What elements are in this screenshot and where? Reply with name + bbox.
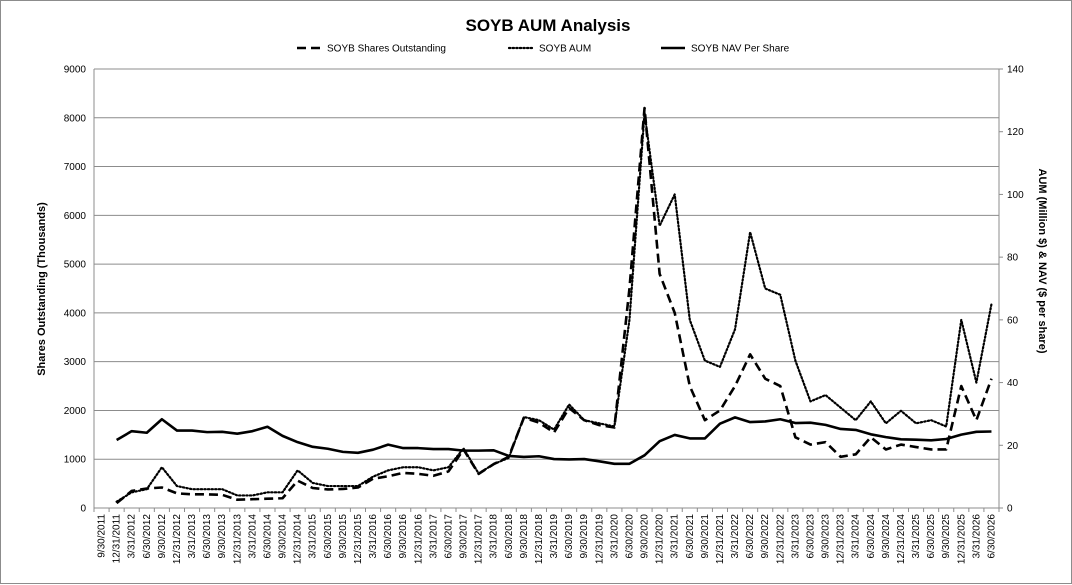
series-line-soyb-aum <box>115 111 993 503</box>
x-tick-label: 3/31/2019 <box>549 514 560 559</box>
y-right-tick-label: 40 <box>1007 378 1019 389</box>
legend-entry: SOYB NAV Per Share <box>691 44 790 55</box>
x-tick-label: 6/30/2017 <box>443 514 454 559</box>
y-right-axis-title: AUM (Million $) & NAV ($ per share) <box>1036 169 1048 354</box>
x-tick-label: 6/30/2016 <box>383 514 394 559</box>
x-tick-label: 9/30/2017 <box>459 514 470 559</box>
x-tick-label: 6/30/2025 <box>926 514 937 559</box>
x-tick-label: 12/31/2019 <box>594 514 605 564</box>
x-tick-label: 3/31/2013 <box>187 514 198 559</box>
y-right-tick-label: 100 <box>1007 190 1024 201</box>
x-tick-label: 3/31/2021 <box>670 514 681 559</box>
x-tick-label: 12/31/2017 <box>474 514 485 564</box>
x-tick-label: 9/30/2022 <box>760 514 771 559</box>
x-tick-label: 3/31/2022 <box>730 514 741 559</box>
x-tick-label: 12/31/2020 <box>655 514 666 564</box>
y-left-tick-label: 4000 <box>64 308 87 319</box>
x-tick-label: 3/31/2023 <box>790 514 801 559</box>
x-tick-label: 6/30/2018 <box>504 514 515 559</box>
legend-entry: SOYB AUM <box>539 44 591 55</box>
x-tick-label: 12/31/2011 <box>112 514 123 564</box>
legend-entry: SOYB Shares Outstanding <box>327 44 446 55</box>
x-tick-label: 9/30/2021 <box>700 514 711 559</box>
x-tick-label: 9/30/2013 <box>217 514 228 559</box>
y-right-tick-label: 120 <box>1007 127 1024 138</box>
chart-title: SOYB AUM Analysis <box>465 16 630 35</box>
x-tick-label: 3/31/2015 <box>308 514 319 559</box>
x-tick-label: 9/30/2018 <box>519 514 530 559</box>
x-tick-label: 3/31/2016 <box>368 514 379 559</box>
x-tick-label: 6/30/2014 <box>262 514 273 559</box>
x-tick-label: 6/30/2013 <box>202 514 213 559</box>
y-left-tick-label: 0 <box>80 504 86 515</box>
y-left-tick-label: 8000 <box>64 113 87 124</box>
x-tick-label: 9/30/2024 <box>881 514 892 559</box>
x-tick-label: 3/31/2012 <box>127 514 138 559</box>
gridlines <box>94 68 999 460</box>
y-right-tick-label: 60 <box>1007 315 1019 326</box>
x-tick-label: 6/30/2012 <box>142 514 153 559</box>
x-tick-label: 6/30/2024 <box>866 514 877 559</box>
x-tick-label: 9/30/2025 <box>941 514 952 559</box>
x-tick-label: 6/30/2026 <box>986 514 997 559</box>
y-right-tick-label: 140 <box>1007 65 1024 76</box>
y-left-tick-label: 7000 <box>64 162 87 173</box>
x-tick-label: 12/31/2018 <box>534 514 545 564</box>
y-left-tick-label: 5000 <box>64 260 87 271</box>
x-tick-label: 9/30/2014 <box>278 514 289 559</box>
x-tick-label: 9/30/2023 <box>821 514 832 559</box>
x-tick-label: 12/31/2025 <box>956 514 967 564</box>
x-tick-label: 9/30/2011 <box>97 514 108 558</box>
series-line-soyb-nav-per-share <box>115 416 992 466</box>
x-tick-label: 6/30/2015 <box>323 514 334 559</box>
x-tick-label: 12/31/2023 <box>836 514 847 564</box>
axes: 0 1000 2000 3000 4000 5000 6000 7000 8000 9000 0 20… <box>64 65 1024 565</box>
x-tick-label: 6/30/2022 <box>745 514 756 559</box>
x-tick-label: 12/31/2021 <box>715 514 726 564</box>
x-tick-label: 3/31/2017 <box>428 514 439 559</box>
x-tick-label: 3/31/2026 <box>971 514 982 559</box>
y-left-tick-label: 3000 <box>64 357 87 368</box>
y-left-tick-label: 2000 <box>64 406 87 417</box>
x-tick-label: 12/31/2016 <box>413 514 424 564</box>
x-tick-label: 3/31/2020 <box>609 514 620 559</box>
x-tick-label: 9/30/2015 <box>338 514 349 559</box>
x-tick-label: 3/31/2018 <box>489 514 500 559</box>
x-tick-label: 9/30/2012 <box>157 514 168 559</box>
x-tick-label: 9/30/2020 <box>640 514 651 559</box>
series-group <box>115 106 993 505</box>
y-left-tick-label: 9000 <box>64 65 87 76</box>
x-tick-label: 3/31/2025 <box>911 514 922 559</box>
x-tick-label: 6/30/2019 <box>564 514 575 559</box>
x-tick-label: 3/31/2024 <box>851 514 862 559</box>
x-tick-label: 12/31/2024 <box>896 514 907 564</box>
x-tick-label: 12/31/2014 <box>293 514 304 564</box>
x-tick-label: 12/31/2022 <box>775 514 786 564</box>
y-left-axis-title: Shares Outstanding (Thousands) <box>36 202 48 376</box>
x-tick-label: 6/30/2023 <box>805 514 816 559</box>
y-right-tick-label: 0 <box>1007 504 1013 515</box>
x-tick-label: 12/31/2013 <box>232 514 243 564</box>
x-tick-label: 12/31/2015 <box>353 514 364 564</box>
x-tick-label: 6/30/2021 <box>685 514 696 559</box>
y-right-tick-label: 20 <box>1007 441 1019 452</box>
y-right-tick-label: 80 <box>1007 253 1019 264</box>
legend: SOYB Shares Outstanding SOYB AUM SOYB NAV … <box>297 44 790 55</box>
x-tick-label: 3/31/2014 <box>247 514 258 559</box>
x-tick-label: 6/30/2020 <box>624 514 635 559</box>
series-line-soyb-shares-outstanding <box>115 106 993 505</box>
x-tick-label: 12/31/2012 <box>172 514 183 564</box>
x-tick-label: 9/30/2019 <box>579 514 590 559</box>
y-left-tick-label: 1000 <box>64 455 87 466</box>
y-left-tick-label: 6000 <box>64 211 87 222</box>
x-tick-label: 9/30/2016 <box>398 514 409 559</box>
